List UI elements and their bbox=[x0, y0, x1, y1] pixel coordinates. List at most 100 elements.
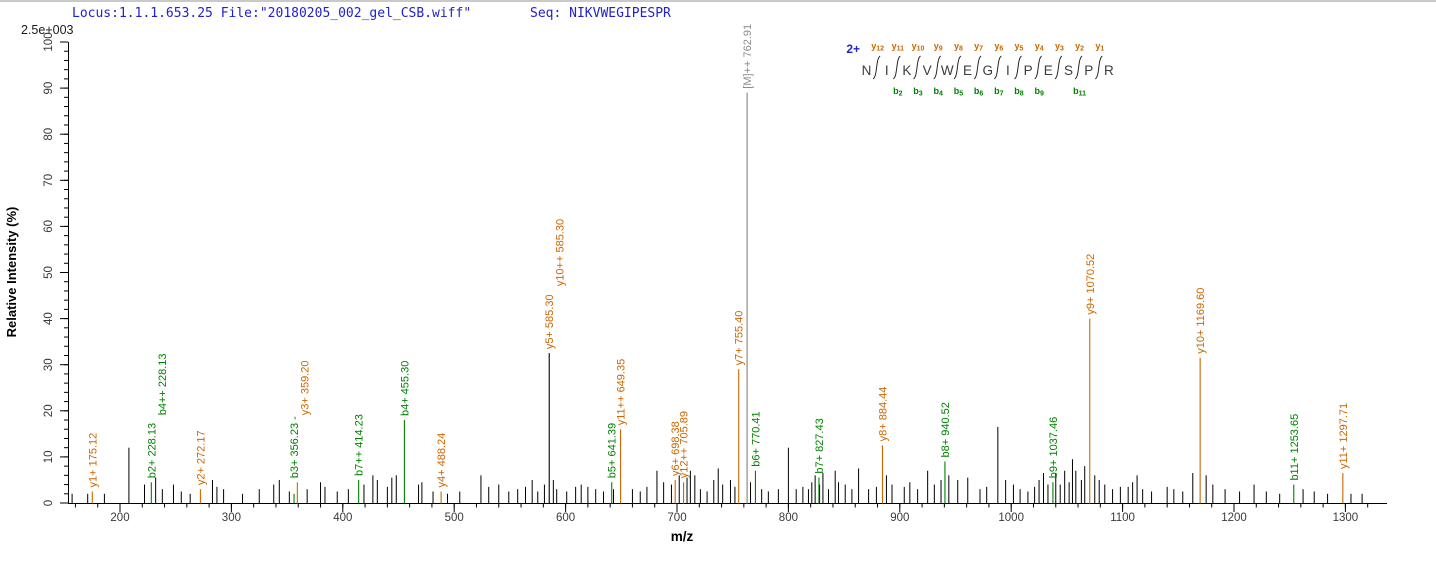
intensity-scale-label: 2.5e+003 bbox=[21, 23, 74, 37]
x-tick-label: 600 bbox=[556, 512, 575, 524]
peak-label: y8+ 884.44 bbox=[877, 387, 889, 442]
residue-letter: K bbox=[902, 63, 911, 78]
x-tick-label: 700 bbox=[667, 512, 686, 524]
header-locus-file: Locus:1.1.1.653.25 File:"20180205_002_ge… bbox=[72, 6, 472, 21]
x-tick-label: 800 bbox=[779, 512, 798, 524]
y-tick-label: 80 bbox=[43, 128, 55, 141]
peak-label: y10+ 1169.60 bbox=[1195, 288, 1207, 354]
peak-label: b8+ 940.52 bbox=[940, 402, 952, 457]
peak-label: b5+ 641.39 bbox=[607, 423, 619, 478]
y-ion-label: y8 bbox=[954, 41, 963, 53]
peak-label: y1+ 175.12 bbox=[87, 433, 99, 488]
y-ion-label: y7 bbox=[974, 41, 983, 53]
y-axis-title: Relative Intensity (%) bbox=[4, 207, 19, 338]
y-ion-label: y4 bbox=[1035, 41, 1044, 53]
residue-letter: P bbox=[1084, 63, 1093, 78]
peak-label: y11+ 1297.71 bbox=[1338, 403, 1350, 469]
y-tick-label: 60 bbox=[43, 220, 55, 233]
peak-label: b4++ 228.13 bbox=[157, 353, 169, 415]
b-ion-label: b3 bbox=[913, 86, 923, 98]
fragment-divider bbox=[913, 55, 921, 80]
y-tick-label: 90 bbox=[43, 82, 55, 95]
y-ion-label: y1 bbox=[1095, 41, 1104, 53]
y-ion-label: y10 bbox=[912, 41, 925, 53]
residue-letter: E bbox=[963, 63, 972, 78]
x-tick-label: 1200 bbox=[1221, 512, 1247, 524]
peak-label: y2+ 272.17 bbox=[195, 430, 207, 485]
b-ion-label: b9 bbox=[1034, 86, 1044, 98]
y-ion-label: y11 bbox=[892, 41, 905, 53]
residue-letter: E bbox=[1044, 63, 1053, 78]
y-ion-label: y2 bbox=[1075, 41, 1084, 53]
peak-label: y5+ 585.30 bbox=[544, 294, 556, 349]
precursor-label: [M]++ 762.91 bbox=[742, 24, 754, 89]
b-ion-label: b6 bbox=[974, 86, 984, 98]
y-ion-label: y3 bbox=[1055, 41, 1064, 53]
peak-label: y12++ 705.89 bbox=[679, 411, 691, 478]
residue-letter: W bbox=[941, 63, 954, 78]
peak-label: b7++ 414.23 bbox=[354, 414, 366, 476]
residue-letter: V bbox=[923, 63, 932, 78]
b-ion-label: b11 bbox=[1073, 86, 1086, 98]
fragment-divider bbox=[1034, 55, 1043, 80]
fragment-divider bbox=[1014, 55, 1022, 80]
residue-letter: G bbox=[982, 63, 993, 78]
peak-label: b4+ 455.30 bbox=[399, 361, 411, 416]
residue-letter: R bbox=[1104, 63, 1114, 78]
peak-label: b9+ 1037.46 bbox=[1048, 417, 1060, 478]
fragment-divider bbox=[1094, 55, 1103, 80]
peak-label: y4+ 488.24 bbox=[436, 433, 448, 488]
b-ion-label: b7 bbox=[994, 86, 1004, 98]
fragment-divider bbox=[1074, 55, 1083, 80]
y-tick-label: 70 bbox=[43, 174, 55, 187]
residue-letter: N bbox=[862, 63, 872, 78]
fragment-divider bbox=[1054, 55, 1063, 80]
x-tick-label: 900 bbox=[890, 512, 909, 524]
peak-label: b2+ 228.13 bbox=[146, 423, 158, 478]
peak-label: y7+ 755.40 bbox=[734, 311, 746, 366]
y-tick-label: 100 bbox=[43, 32, 55, 51]
peak-label: y3+ 359.20 bbox=[300, 361, 312, 416]
b-ion-label: b4 bbox=[933, 86, 943, 98]
residue-letter: S bbox=[1064, 63, 1073, 78]
x-axis-title: m/z bbox=[671, 529, 694, 544]
y-ion-label: y5 bbox=[1015, 41, 1024, 53]
peak-label: b11+ 1253.65 bbox=[1289, 414, 1301, 481]
fragment-divider bbox=[872, 55, 881, 80]
x-tick-label: 200 bbox=[110, 512, 129, 524]
residue-letter: P bbox=[1024, 63, 1033, 78]
peak-label: b6+ 770.41 bbox=[750, 411, 762, 466]
fragment-divider bbox=[953, 55, 962, 80]
y-ion-label: y9 bbox=[934, 41, 943, 53]
y-ion-label: y12 bbox=[871, 41, 884, 53]
precursor-charge-label: 2+ bbox=[846, 42, 860, 56]
peak-label: y6+ 698.38 bbox=[670, 421, 682, 476]
y-ion-label: y6 bbox=[994, 41, 1003, 53]
residue-letter: I bbox=[885, 63, 889, 78]
x-tick-label: 500 bbox=[445, 512, 464, 524]
fragment-divider bbox=[993, 55, 1002, 80]
y-tick-label: 50 bbox=[43, 266, 55, 279]
window-top-border bbox=[0, 0, 1436, 2]
y-tick-label: 40 bbox=[43, 312, 55, 325]
fragment-divider bbox=[933, 55, 942, 80]
b-ion-label: b5 bbox=[954, 86, 964, 98]
header-sequence: Seq: NIKVWEGIPESPR bbox=[530, 6, 671, 21]
peak-label: y9+ 1070.52 bbox=[1085, 254, 1097, 315]
x-tick-label: 1300 bbox=[1333, 512, 1359, 524]
fragment-divider bbox=[892, 55, 901, 80]
x-tick-label: 1100 bbox=[1110, 512, 1135, 524]
x-tick-label: 300 bbox=[222, 512, 241, 524]
y-tick-label: 30 bbox=[43, 358, 55, 371]
peak-label: b7+ 827.43 bbox=[814, 418, 826, 473]
fragment-divider bbox=[973, 55, 982, 80]
peak-label: y11++ 649.35 bbox=[616, 359, 628, 425]
peak-label: b3+ 356.23 - bbox=[289, 416, 301, 478]
residue-letter: I bbox=[1006, 63, 1010, 78]
b-ion-label: b8 bbox=[1014, 86, 1024, 98]
b-ion-label: b2 bbox=[893, 86, 903, 98]
y-tick-label: 20 bbox=[43, 404, 55, 417]
x-tick-label: 400 bbox=[333, 512, 352, 524]
